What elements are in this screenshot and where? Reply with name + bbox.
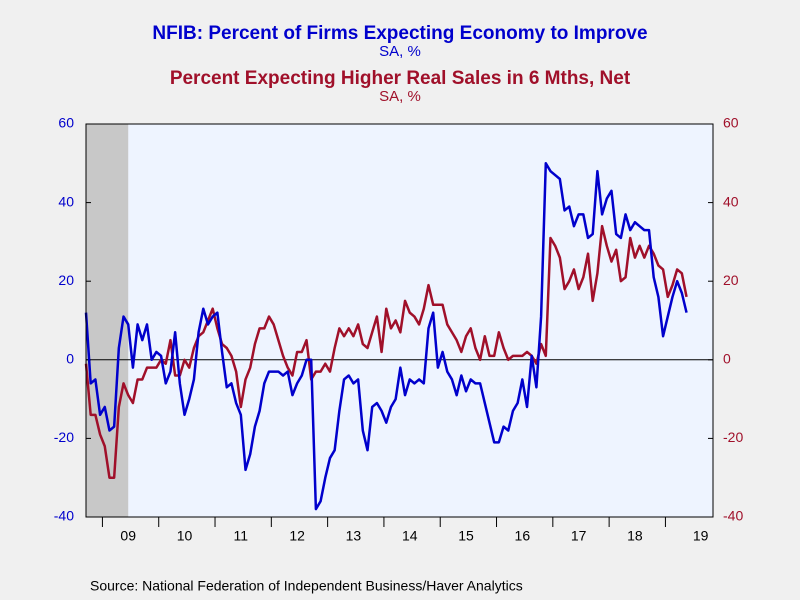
- y-tick-label: 0: [66, 351, 74, 367]
- y-tick-label: 40: [58, 193, 74, 209]
- subtitle: SA, %: [379, 43, 421, 60]
- plot-area: [86, 124, 713, 517]
- recession-shade: [86, 124, 129, 517]
- x-tick-label: 14: [402, 528, 418, 544]
- x-tick-label: 09: [120, 528, 136, 544]
- plot-frame: [85, 123, 714, 518]
- y2-tick-label: -20: [723, 429, 743, 445]
- title-2: Percent Expecting Higher Real Sales in 6…: [170, 68, 631, 89]
- y-tick-label: 20: [58, 272, 74, 288]
- y-tick-label: -20: [54, 429, 74, 445]
- series-line: [84, 224, 688, 479]
- source: Source: National Federation of Independe…: [90, 578, 523, 594]
- subtitle-2: SA, %: [379, 88, 421, 105]
- x-tick-label: 15: [458, 528, 474, 544]
- x-tick-label: 19: [693, 528, 709, 544]
- y2-tick-label: -40: [723, 508, 743, 524]
- x-tick-label: 16: [515, 528, 531, 544]
- y-tick-label: 60: [58, 115, 74, 131]
- x-tick-label: 18: [627, 528, 643, 544]
- series-line: [84, 162, 688, 511]
- y2-tick-label: 20: [723, 272, 739, 288]
- x-tick-label: 10: [177, 528, 193, 544]
- x-tick-label: 12: [289, 528, 305, 544]
- y-tick-label: -40: [54, 508, 74, 524]
- title: NFIB: Percent of Firms Expecting Economy…: [152, 23, 647, 44]
- x-tick-label: 17: [571, 528, 587, 544]
- x-tick-label: 13: [346, 528, 362, 544]
- y2-tick-label: 0: [723, 351, 731, 367]
- y2-tick-label: 40: [723, 193, 739, 209]
- x-tick-label: 11: [234, 528, 249, 544]
- y2-tick-label: 60: [723, 115, 739, 131]
